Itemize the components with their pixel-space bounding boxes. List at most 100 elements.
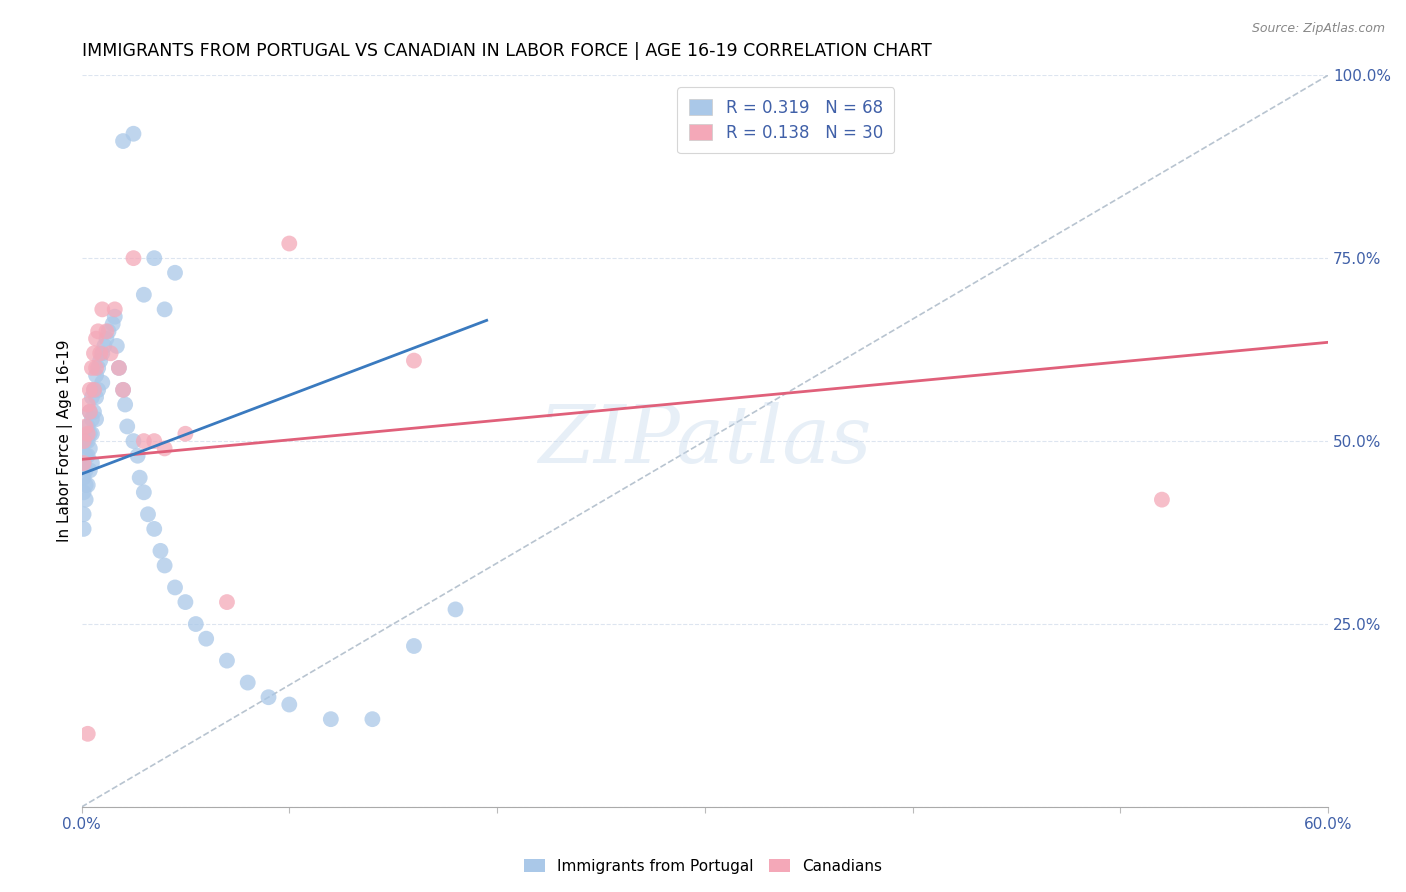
Point [76,434,98,448]
Text: ZIPatlas: ZIPatlas [538,402,872,480]
Point [361,712,384,726]
Point [84,412,107,426]
Point [96,324,118,338]
Point [83,383,105,397]
Point [76,478,98,492]
Point [105,339,128,353]
Point [79,405,101,419]
Point [195,632,218,646]
Point [402,353,425,368]
Point [83,383,105,397]
Point [174,595,197,609]
Point [174,426,197,441]
Point [91,302,114,317]
Point [153,558,176,573]
Point [108,360,131,375]
Point [84,390,107,404]
Point [79,442,101,456]
Point [76,426,98,441]
Point [84,368,107,383]
Point [184,617,207,632]
Point [444,602,467,616]
Point [278,698,301,712]
Point [215,595,238,609]
Point [136,508,159,522]
Point [72,508,94,522]
Point [153,442,176,456]
Point [143,522,166,536]
Point [127,449,149,463]
Point [122,251,145,265]
Text: IMMIGRANTS FROM PORTUGAL VS CANADIAN IN LABOR FORCE | AGE 16-19 CORRELATION CHAR: IMMIGRANTS FROM PORTUGAL VS CANADIAN IN … [82,42,931,60]
Point [76,397,98,411]
Point [104,302,127,317]
Point [72,522,94,536]
Point [132,434,155,448]
Point [83,405,105,419]
Point [112,383,135,397]
Point [319,712,342,726]
Point [75,434,97,448]
Point [97,324,120,338]
Legend: Immigrants from Portugal, Canadians: Immigrants from Portugal, Canadians [517,853,889,880]
Point [257,690,280,705]
Point [143,434,166,448]
Point [72,434,94,448]
Point [104,310,127,324]
Legend: R = 0.319   N = 68, R = 0.138   N = 30: R = 0.319 N = 68, R = 0.138 N = 30 [678,87,894,153]
Point [132,287,155,301]
Point [1150,492,1173,507]
Point [278,236,301,251]
Point [75,449,97,463]
Y-axis label: In Labor Force | Age 16-19: In Labor Force | Age 16-19 [58,340,73,542]
Point [402,639,425,653]
Point [72,456,94,470]
Point [79,383,101,397]
Point [76,727,98,741]
Point [75,463,97,477]
Point [122,127,145,141]
Point [84,332,107,346]
Point [75,419,97,434]
Point [72,485,94,500]
Point [122,434,145,448]
Point [87,360,110,375]
Point [114,397,136,411]
Point [128,471,150,485]
Point [91,376,114,390]
Point [112,383,135,397]
Point [76,449,98,463]
Point [79,463,101,477]
Point [101,317,124,331]
Point [91,346,114,360]
Point [79,426,101,441]
Point [93,339,115,353]
Point [87,383,110,397]
Point [100,346,122,360]
Point [163,266,186,280]
Point [96,332,118,346]
Point [76,419,98,434]
Point [89,346,111,360]
Point [89,353,111,368]
Point [112,134,135,148]
Point [215,654,238,668]
Point [80,412,103,426]
Point [75,478,97,492]
Text: Source: ZipAtlas.com: Source: ZipAtlas.com [1251,22,1385,36]
Point [75,492,97,507]
Point [149,544,172,558]
Point [72,456,94,470]
Point [236,675,259,690]
Point [153,302,176,317]
Point [83,346,105,360]
Point [143,251,166,265]
Point [84,360,107,375]
Point [80,426,103,441]
Point [108,360,131,375]
Point [87,324,110,338]
Point [132,485,155,500]
Point [163,581,186,595]
Point [80,390,103,404]
Point [115,419,138,434]
